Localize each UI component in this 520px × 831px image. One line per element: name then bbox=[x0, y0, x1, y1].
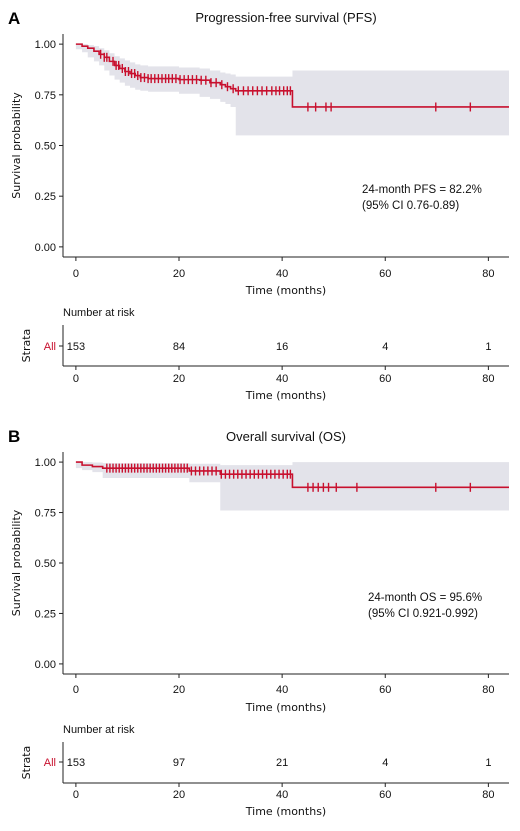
risk-strata-title: Strata bbox=[20, 329, 33, 363]
panel-label: B bbox=[8, 427, 20, 446]
y-axis-title: Survival probability bbox=[10, 509, 23, 616]
risk-x-tick-label: 80 bbox=[482, 373, 494, 385]
risk-strata-title: Strata bbox=[20, 746, 33, 780]
y-tick-label: 0.00 bbox=[35, 659, 56, 671]
annotation-estimate: 24-month OS = 95.6% bbox=[368, 592, 482, 604]
x-tick-label: 20 bbox=[173, 268, 185, 280]
x-tick-label: 60 bbox=[379, 684, 391, 696]
risk-x-tick-label: 40 bbox=[276, 789, 288, 801]
risk-table: Number at risk All Strata 153 0 84 20 16 40 4 60 1 8… bbox=[20, 307, 509, 402]
x-tick-label: 20 bbox=[173, 684, 185, 696]
risk-x-tick-label: 20 bbox=[173, 789, 185, 801]
risk-stratum-label: All bbox=[44, 757, 56, 769]
confidence-band bbox=[75, 44, 510, 136]
x-axis-title: Time (months) bbox=[245, 284, 326, 297]
risk-x-tick-label: 80 bbox=[482, 789, 494, 801]
risk-count: 4 bbox=[382, 341, 388, 353]
risk-x-axis-title: Time (months) bbox=[245, 389, 326, 402]
x-tick-label: 80 bbox=[482, 268, 494, 280]
risk-stratum-label: All bbox=[44, 341, 56, 353]
risk-count: 16 bbox=[276, 341, 288, 353]
risk-count: 1 bbox=[485, 341, 491, 353]
x-tick-label: 0 bbox=[73, 684, 79, 696]
risk-x-tick-label: 60 bbox=[379, 789, 391, 801]
y-tick-label: 0.25 bbox=[35, 608, 56, 620]
risk-x-tick-label: 40 bbox=[276, 373, 288, 385]
risk-count: 153 bbox=[67, 757, 85, 769]
x-tick-label: 40 bbox=[276, 268, 288, 280]
risk-count: 153 bbox=[67, 341, 85, 353]
panel-b: B Overall survival (OS) 0.00 0.25 0.50 0.75 1.… bbox=[8, 427, 510, 818]
x-tick-label: 80 bbox=[482, 684, 494, 696]
chart-title: Progression-free survival (PFS) bbox=[195, 10, 376, 25]
risk-table-title: Number at risk bbox=[63, 724, 135, 736]
x-tick-label: 0 bbox=[73, 268, 79, 280]
panel-label: A bbox=[8, 9, 20, 28]
panel-a: A Progression-free survival (PFS) 0.00 0.25… bbox=[8, 9, 510, 402]
chart-title: Overall survival (OS) bbox=[226, 429, 346, 444]
x-axis-title: Time (months) bbox=[245, 701, 326, 714]
x-tick-label: 40 bbox=[276, 684, 288, 696]
annotation-estimate: 24-month PFS = 82.2% bbox=[362, 184, 482, 196]
risk-count: 84 bbox=[173, 341, 185, 353]
risk-table-title: Number at risk bbox=[63, 307, 135, 319]
y-tick-label: 0.00 bbox=[35, 242, 56, 254]
annotation-ci: (95% CI 0.76-0.89) bbox=[362, 200, 459, 212]
y-tick-label: 0.75 bbox=[35, 508, 56, 520]
risk-x-tick-label: 0 bbox=[73, 789, 79, 801]
risk-x-axis-title: Time (months) bbox=[245, 805, 326, 818]
y-tick-label: 0.50 bbox=[35, 141, 56, 153]
y-tick-label: 0.25 bbox=[35, 191, 56, 203]
risk-table: Number at risk All Strata 153 0 97 20 21 40 4 60 1 8… bbox=[20, 724, 509, 818]
risk-count: 21 bbox=[276, 757, 288, 769]
y-tick-label: 0.75 bbox=[35, 90, 56, 102]
survival-curve bbox=[75, 461, 509, 489]
y-axis-title: Survival probability bbox=[10, 92, 23, 199]
risk-x-tick-label: 0 bbox=[73, 373, 79, 385]
x-tick-label: 60 bbox=[379, 268, 391, 280]
risk-count: 97 bbox=[173, 757, 185, 769]
risk-x-tick-label: 60 bbox=[379, 373, 391, 385]
risk-x-tick-label: 20 bbox=[173, 373, 185, 385]
annotation-ci: (95% CI 0.921-0.992) bbox=[368, 608, 478, 620]
y-tick-label: 1.00 bbox=[35, 457, 56, 469]
risk-count: 4 bbox=[382, 757, 388, 769]
y-tick-label: 1.00 bbox=[35, 39, 56, 51]
y-tick-label: 0.50 bbox=[35, 558, 56, 570]
risk-count: 1 bbox=[485, 757, 491, 769]
